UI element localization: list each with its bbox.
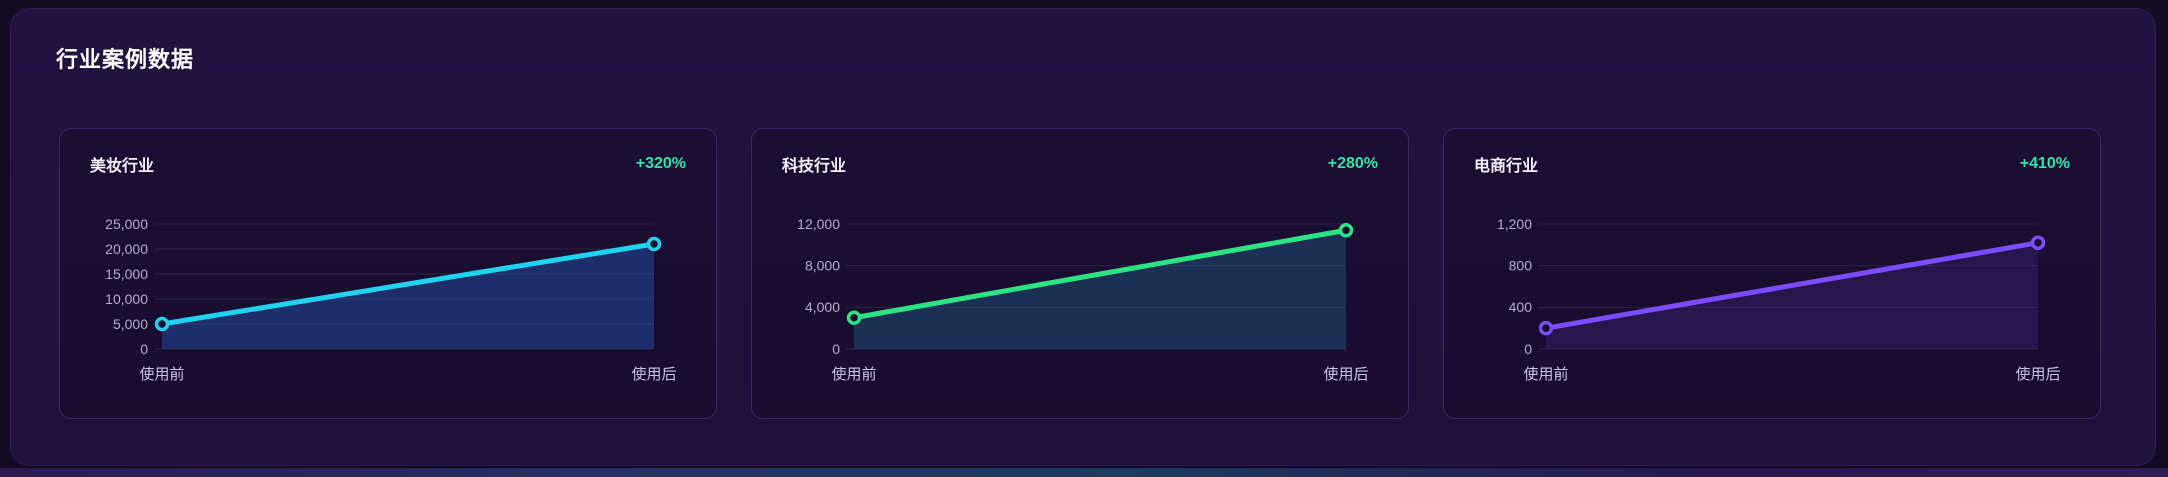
x-axis-label: 使用后 [2015,366,2060,383]
y-axis-tick-label: 15,000 [105,266,148,282]
x-axis-label: 使用后 [1323,366,1368,383]
chart-card-tech: 科技行业 +280% 12,000 8,000 4,000 0 使用前 使用后 [751,128,1409,419]
area-fill [1546,242,2038,349]
y-axis-tick-label: 0 [832,341,840,357]
chart-card-beauty: 美妆行业 +320% 25,000 20,000 15,000 10,000 5,000… [59,128,717,419]
x-axis-label: 使用前 [1523,366,1568,383]
y-axis-tick-label: 8,000 [805,258,840,274]
line-chart: 12,000 8,000 4,000 0 使用前 使用后 [797,216,1368,383]
y-axis-tick-label: 20,000 [105,241,148,257]
y-axis-tick-label: 800 [1509,258,1533,274]
x-axis-label: 使用后 [631,366,676,383]
y-axis-tick-label: 0 [140,341,148,357]
line-chart-container: 1,200 800 400 0 使用前 使用后 [1474,189,2072,389]
growth-badge: +320% [635,155,686,172]
industry-cases-panel: 行业案例数据 美妆行业 +320% 25,000 20,000 15,000 10,0… [10,8,2156,466]
y-axis-tick-label: 0 [1524,341,1532,357]
line-chart-container: 12,000 8,000 4,000 0 使用前 使用后 [782,189,1380,389]
data-point-marker [2030,235,2046,250]
y-axis-tick-label: 1,200 [1497,216,1532,232]
growth-badge: +280% [1327,155,1378,172]
growth-badge: +410% [2019,155,2070,172]
card-header: 电商行业 +410% [1474,155,2070,175]
line-chart: 25,000 20,000 15,000 10,000 5,000 0 使用前 使用后 [105,216,676,383]
y-axis-tick-label: 10,000 [105,291,148,307]
x-axis-label: 使用前 [831,366,876,383]
y-axis-tick-label: 25,000 [105,216,148,232]
card-title: 美妆行业 [90,158,155,175]
card-header: 美妆行业 +320% [90,155,686,175]
y-axis-tick-label: 400 [1509,299,1533,315]
line-chart-container: 25,000 20,000 15,000 10,000 5,000 0 使用前 使用后 [90,189,688,389]
data-point-marker [154,316,170,332]
area-fill [162,244,654,349]
x-axis-label: 使用前 [139,366,184,383]
data-point-marker [846,310,862,325]
chart-cards-row: 美妆行业 +320% 25,000 20,000 15,000 10,000 5,000… [59,128,2101,419]
next-section-edge [0,468,2168,477]
area-fill [854,230,1346,349]
trend-line [1543,240,2041,331]
card-title: 电商行业 [1474,158,1539,175]
section-title: 行业案例数据 [56,47,195,72]
data-point-marker [1338,223,1354,238]
y-axis-tick-label: 5,000 [113,316,148,332]
line-chart: 1,200 800 400 0 使用前 使用后 [1497,216,2061,383]
trend-line [159,241,657,327]
y-axis-tick-label: 12,000 [797,216,840,232]
card-title: 科技行业 [782,158,847,175]
y-axis-tick-label: 4,000 [805,299,840,315]
chart-card-ecommerce: 电商行业 +410% 1,200 800 400 0 使用前 使用后 [1443,128,2101,419]
card-header: 科技行业 +280% [782,155,1378,175]
data-point-marker [1538,320,1554,336]
trend-line [851,227,1349,321]
data-point-marker [646,236,662,252]
